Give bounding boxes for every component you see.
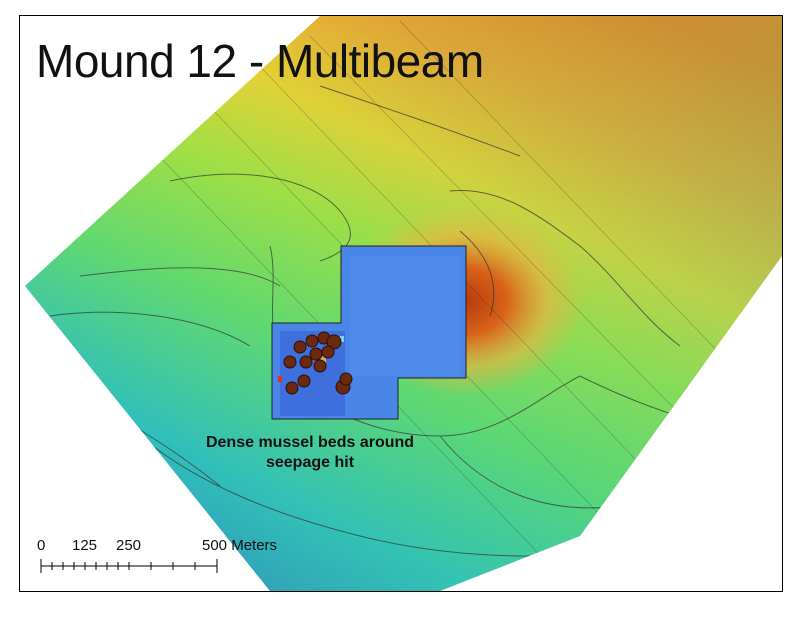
scale-bar bbox=[40, 559, 218, 573]
mussel-marker bbox=[283, 355, 297, 369]
mussel-bed-annotation: Dense mussel beds around seepage hit bbox=[170, 433, 450, 473]
mussel-marker bbox=[297, 374, 311, 388]
map-title: Mound 12 - Multibeam bbox=[36, 35, 484, 87]
survey-patch bbox=[271, 245, 467, 420]
annotation-line-1: Dense mussel beds around bbox=[205, 434, 415, 451]
scale-label-125: 125 bbox=[72, 537, 98, 554]
scale-label-500-meters: 500 Meters bbox=[202, 537, 278, 554]
mussel-marker bbox=[313, 359, 327, 373]
mussel-marker bbox=[321, 345, 335, 359]
annotation-line-2: seepage hit bbox=[265, 454, 355, 471]
mussel-bed-markers bbox=[283, 331, 353, 395]
scale-label-250: 250 bbox=[116, 537, 142, 554]
scale-label-0: 0 bbox=[37, 537, 46, 554]
mussel-marker bbox=[293, 340, 307, 354]
mussel-marker bbox=[326, 334, 342, 350]
map-frame: Mound 12 - Multibeam Dense mussel beds a… bbox=[19, 15, 783, 592]
mussel-marker bbox=[299, 355, 313, 369]
mussel-marker bbox=[305, 334, 319, 348]
mussel-marker bbox=[339, 372, 353, 386]
mussel-marker bbox=[309, 347, 323, 361]
bathymetry-map bbox=[25, 16, 782, 591]
mussel-marker bbox=[285, 381, 299, 395]
